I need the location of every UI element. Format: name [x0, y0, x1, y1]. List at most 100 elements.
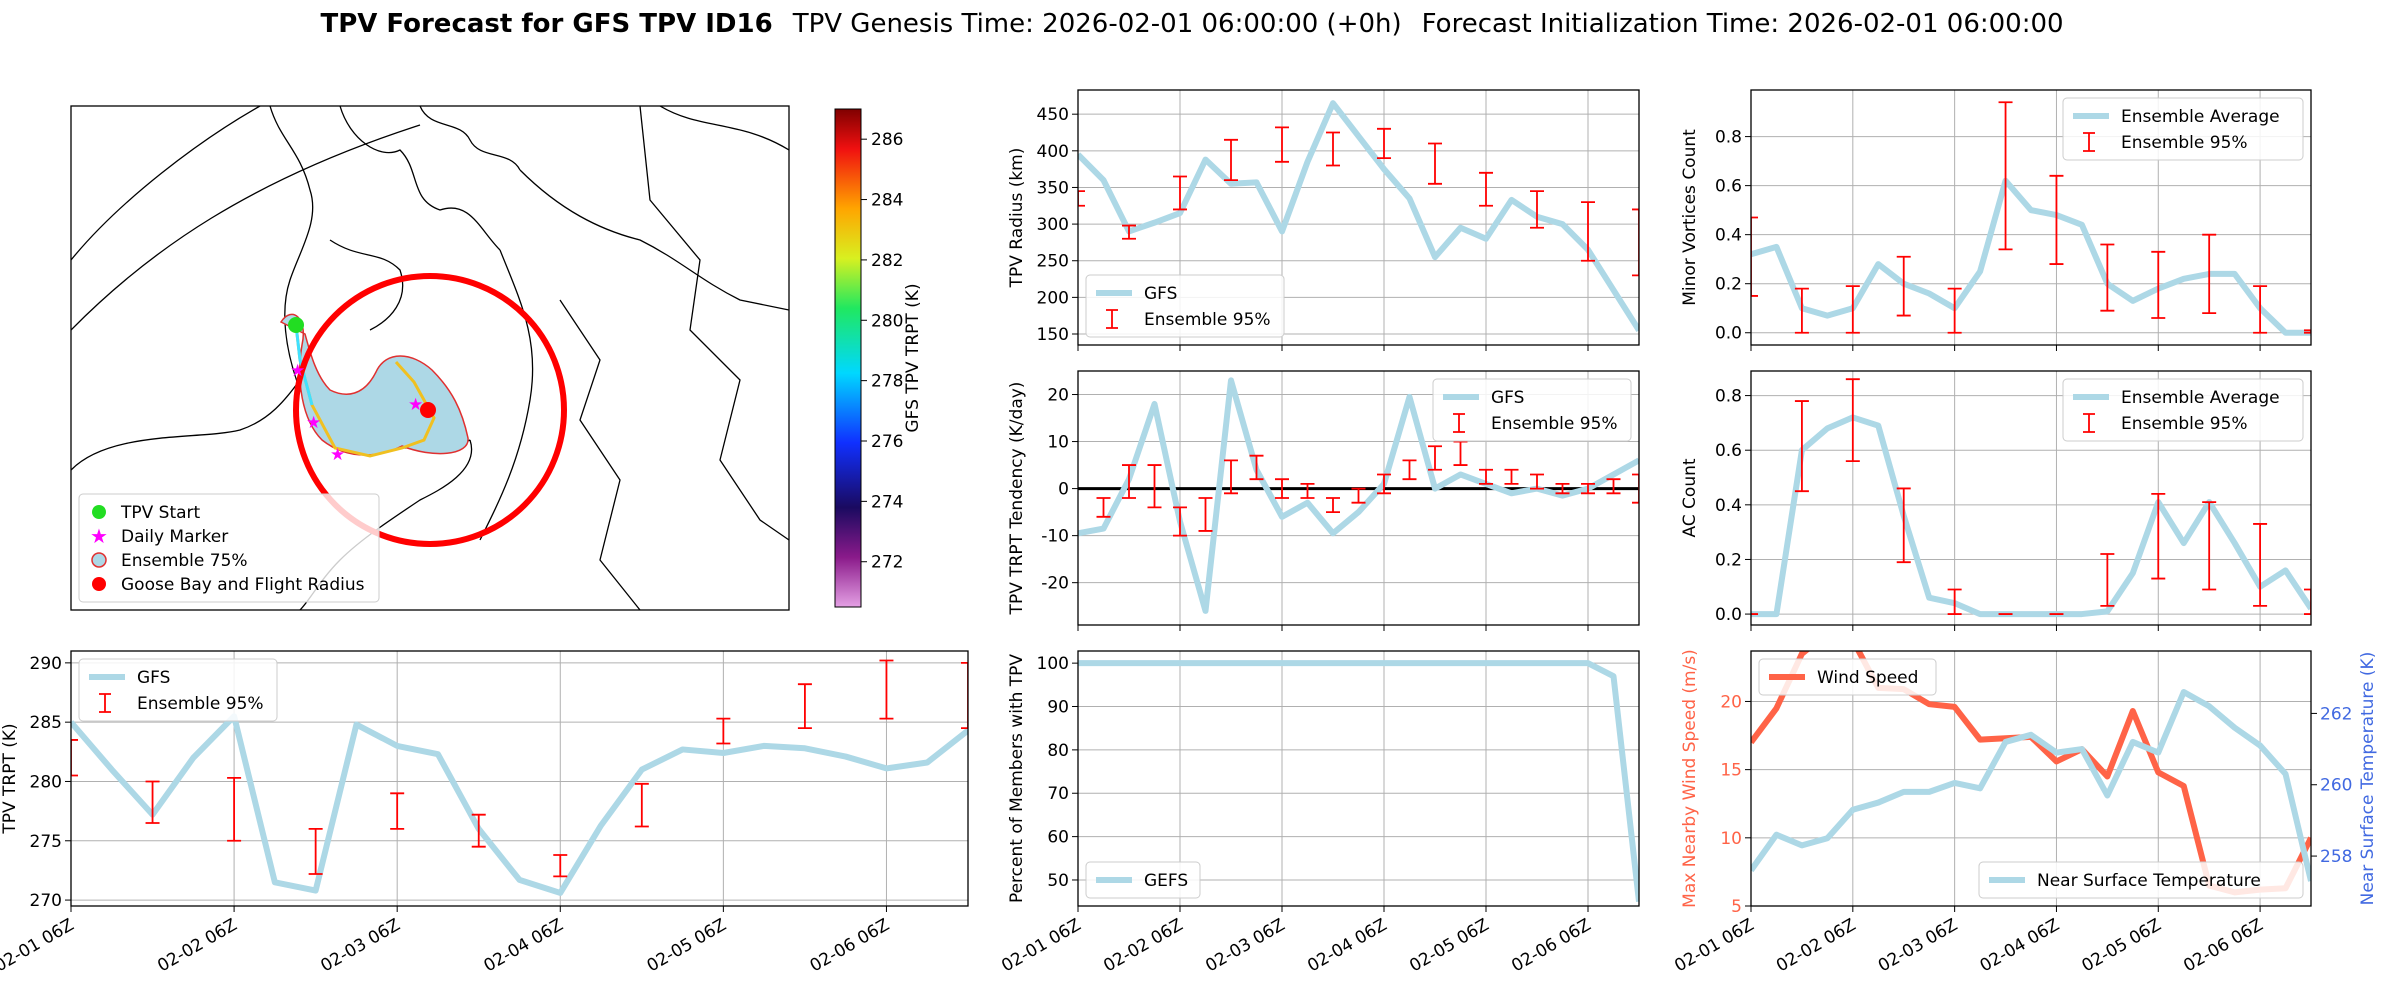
legend-box	[1085, 274, 1285, 338]
y-tick-label: 20	[1047, 386, 1069, 406]
y-tick-label: 350	[1037, 178, 1069, 198]
error-bar	[2202, 501, 2217, 591]
axes-frame	[1750, 89, 2312, 346]
y-tick-label: 90	[1047, 698, 1069, 718]
error-bar	[2253, 523, 2268, 607]
y-tick-label: 50	[1047, 871, 1069, 891]
legend-box	[1978, 861, 2304, 899]
legend-label: Ensemble 95%	[137, 694, 264, 714]
x-tick-label: 02-06 06Z	[1508, 915, 1594, 976]
error-bar	[1122, 464, 1136, 499]
legend-label: GFS	[1144, 284, 1177, 304]
y-tick-label: 0.6	[1715, 177, 1742, 197]
y-axis-label: AC Count	[1680, 458, 1700, 537]
y-tick-label: 60	[1047, 828, 1069, 848]
legend-label: Ensemble Average	[2121, 107, 2280, 127]
axes-frame	[1750, 370, 2312, 626]
error-bar	[1300, 482, 1315, 499]
error-bar	[1947, 588, 1962, 615]
y2-tick-label: 258	[2320, 847, 2352, 867]
legend-label: Ensemble 95%	[1144, 310, 1271, 330]
error-bar	[2151, 250, 2166, 319]
legend-label: Ensemble Average	[2121, 388, 2280, 408]
error-bar	[1504, 468, 1519, 485]
error-bar	[1173, 506, 1187, 537]
colorbar-tick-label: 276	[871, 432, 903, 452]
y-tick-label: 0.2	[1715, 550, 1742, 570]
y-tick-label: 0.4	[1715, 226, 1742, 246]
y-tick-label: 70	[1047, 784, 1069, 804]
legend-label: Ensemble 75%	[121, 551, 248, 571]
legend-handle	[1106, 309, 1118, 329]
y-axis-label: TPV TRPT Tendency (K/day)	[1007, 382, 1027, 616]
error-bar	[1224, 459, 1238, 495]
error-bar	[879, 659, 894, 720]
error-bar	[1896, 487, 1911, 564]
error-bar	[390, 792, 405, 830]
y-tick-label: 275	[30, 832, 62, 852]
x-tick-label: 02-06 06Z	[807, 915, 893, 976]
x-tick-label: 02-01 06Z	[998, 915, 1084, 976]
y-tick-label: 200	[1037, 288, 1069, 308]
y-tick-label: 0.8	[1715, 128, 1742, 148]
legend-box	[78, 658, 278, 722]
error-bar	[2100, 553, 2115, 607]
error-bar	[1122, 224, 1136, 240]
y-axis-label: TPV TRPT (K)	[0, 723, 20, 834]
colorbar-label: GFS TPV TRPT (K)	[903, 283, 923, 432]
error-bar	[1751, 216, 1758, 297]
y-tick-label: 280	[30, 772, 62, 792]
error-bar	[471, 813, 486, 848]
error-bar	[2202, 233, 2217, 315]
coast	[659, 106, 789, 151]
error-bar	[1249, 454, 1264, 481]
colorbar-tick-label: 274	[871, 492, 903, 512]
y-tick-label: 400	[1037, 142, 1069, 162]
y-tick-label: -20	[1041, 574, 1069, 594]
error-bar	[1224, 138, 1238, 182]
ensemble-area	[279, 313, 469, 456]
y-tick-label: 270	[30, 891, 62, 911]
axes-frame	[1077, 650, 1640, 907]
error-bar	[1275, 126, 1289, 163]
y-tick-label: 0.0	[1715, 605, 1742, 625]
y2-axis-label: Near Surface Temperature (K)	[2358, 652, 2378, 906]
star: ★	[290, 361, 305, 381]
axes-frame	[1077, 370, 1640, 626]
error-bar	[227, 777, 242, 842]
colorbar-tick-label: 284	[871, 191, 903, 211]
error-bar	[1326, 497, 1340, 514]
error-bar	[1147, 464, 1162, 509]
error-bar	[1173, 175, 1187, 211]
error-bar	[1632, 208, 1639, 277]
legend-label: GFS	[1491, 388, 1524, 408]
error-bar	[1530, 190, 1544, 229]
legend-label: Ensemble 95%	[1491, 414, 1618, 434]
legend-label: Ensemble 95%	[2121, 414, 2248, 434]
error-bar	[1947, 287, 1962, 334]
x-tick-label: 02-05 06Z	[1406, 915, 1492, 976]
map-frame	[70, 105, 790, 611]
border	[639, 106, 789, 541]
axes-frame	[1750, 650, 2312, 907]
y-tick-label: 0	[1058, 480, 1069, 500]
error-bar	[1377, 127, 1391, 160]
track-arc	[71, 106, 261, 261]
border	[479, 249, 534, 541]
y-tick-label: 450	[1037, 105, 1069, 125]
legend-label: TPV Start	[120, 503, 201, 523]
y-tick-label: 10	[1720, 829, 1742, 849]
error-bar	[145, 780, 160, 824]
error-bar	[1479, 468, 1493, 485]
legend-handle	[1453, 413, 1465, 433]
y-tick-label: 10	[1047, 433, 1069, 453]
series-line	[1078, 100, 1639, 332]
daily-markers: ★ ★ ★ ★	[290, 361, 423, 465]
axes-frame	[70, 650, 969, 907]
y-tick-label: 285	[30, 713, 62, 733]
error-bar	[1402, 459, 1417, 481]
error-bar	[1198, 497, 1213, 532]
y-axis-label: Minor Vortices Count	[1680, 129, 1700, 306]
title-genesis: TPV Genesis Time: 2026-02-01 06:00:00 (+…	[792, 9, 1402, 39]
legend-box	[1432, 378, 1632, 442]
